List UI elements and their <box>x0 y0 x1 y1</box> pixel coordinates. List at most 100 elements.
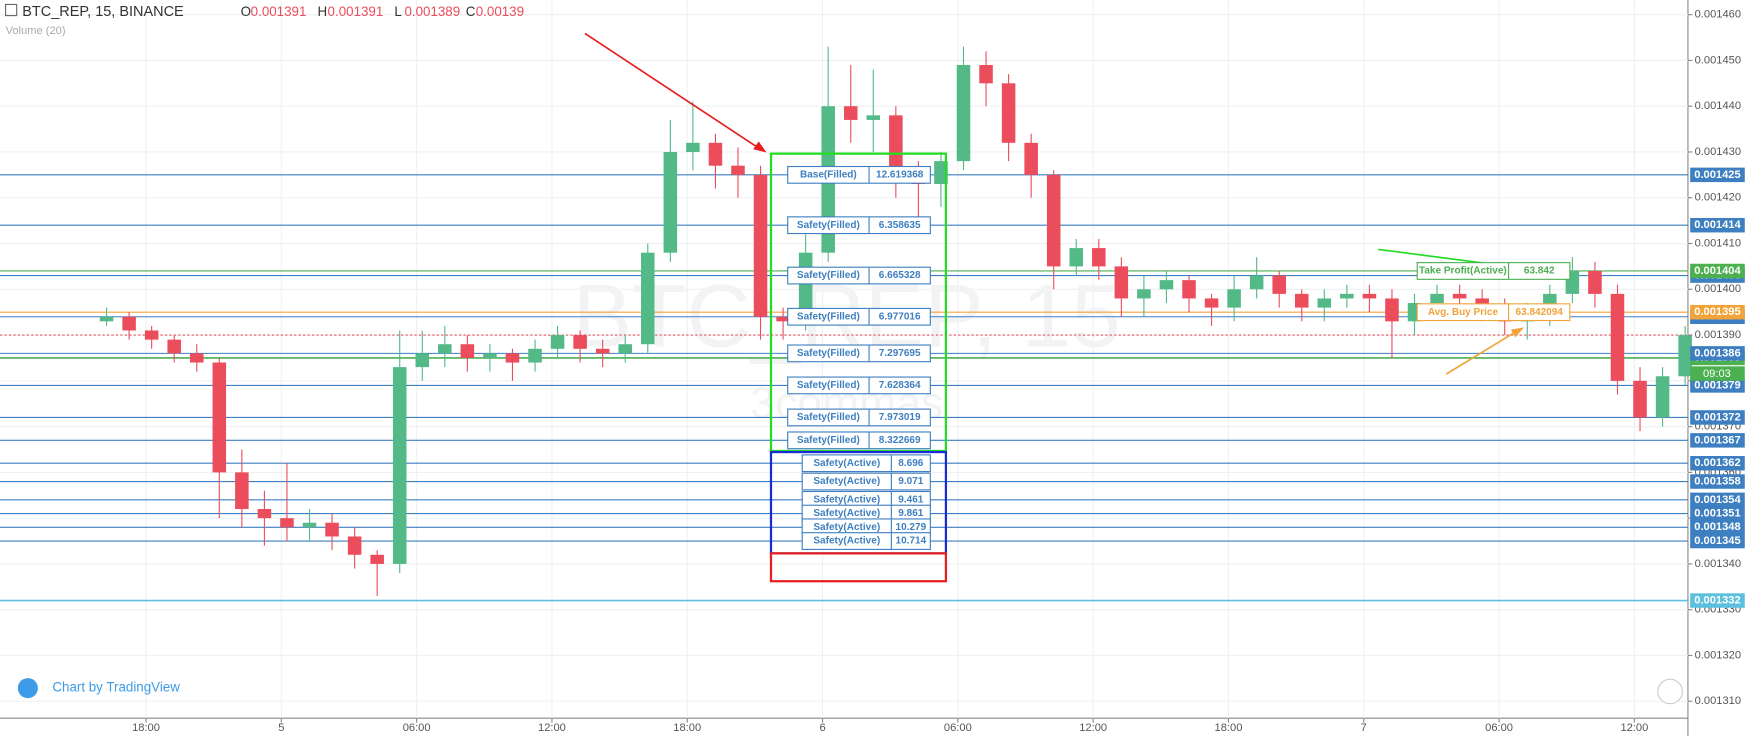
order-box-frame[interactable] <box>787 165 931 184</box>
price-tag-label: 0.001372 <box>1694 411 1740 423</box>
y-tick-label: 0.001370 <box>1695 421 1741 433</box>
price-tag-label: 0.001379 <box>1694 379 1740 391</box>
candle-body <box>1430 293 1444 304</box>
arrow <box>1445 329 1518 375</box>
x-tick-label: 06:00 <box>403 722 431 734</box>
order-box-frame[interactable] <box>1416 303 1571 322</box>
price-tag-label: 0.001362 <box>1694 457 1740 469</box>
candle-body <box>1294 293 1309 308</box>
tradingview-logo[interactable] <box>17 678 38 699</box>
order-box-frame[interactable] <box>787 376 931 395</box>
ohlc-key: C <box>466 4 476 19</box>
order-box: Safety(Active) 10.279 <box>801 518 931 537</box>
price-tag-label: 0.001425 <box>1694 169 1740 181</box>
candle-body <box>392 367 407 564</box>
credit[interactable]: Chart by TradingView <box>52 680 180 695</box>
candle-body <box>1159 280 1174 290</box>
order-box: Safety(Filled) 6.665328 <box>787 266 931 285</box>
order-box-frame[interactable] <box>787 431 931 450</box>
price-tag-label: 0.001332 <box>1694 594 1740 606</box>
order-label: Base(Filled) <box>800 169 857 180</box>
candle-body <box>280 518 294 528</box>
candle-body <box>99 316 114 322</box>
orders: Base(Filled) 12.619368 Safety(Filled) 6.358… <box>787 165 1571 550</box>
order-amount: 9.071 <box>898 476 924 487</box>
order-box: Base(Filled) 12.619368 <box>787 165 931 184</box>
collapse-icon[interactable] <box>5 3 18 17</box>
candle-body <box>1362 293 1377 299</box>
arrow <box>1378 248 1482 264</box>
candle-body <box>1182 280 1196 299</box>
candle-body <box>235 472 249 510</box>
candle-body <box>843 106 858 120</box>
y-tick-label: 0.001320 <box>1695 649 1741 661</box>
order-box-frame[interactable] <box>787 216 931 235</box>
x-tick-label: 06:00 <box>1485 722 1513 734</box>
order-box-frame[interactable] <box>1416 262 1571 280</box>
candle-body <box>866 115 881 120</box>
candle-body <box>979 64 993 84</box>
candle-body <box>686 142 700 152</box>
candle-body <box>1001 83 1016 143</box>
candle-body <box>415 353 430 368</box>
candles <box>99 46 1692 596</box>
x-tick-label: 7 <box>1361 722 1367 734</box>
order-box-frame[interactable] <box>787 266 931 285</box>
price-tag-label: 0.001354 <box>1694 494 1741 506</box>
order-amount: 9.461 <box>898 494 924 505</box>
order-label: Safety(Active) <box>813 522 880 533</box>
price-tag-label: 0.001348 <box>1694 521 1740 533</box>
candle-body <box>889 115 903 175</box>
candle-body <box>505 353 520 363</box>
x-tick-label: 5 <box>278 722 284 734</box>
countdown: 09:03 <box>1703 368 1731 380</box>
price-tag <box>1690 378 1745 393</box>
order-label: Safety(Filled) <box>797 412 860 423</box>
order-amount: 6.358635 <box>879 220 921 231</box>
candle-body <box>1137 289 1151 299</box>
x-tick-label: 12:00 <box>538 722 566 734</box>
order-label: Take Profit(Active) <box>1419 266 1507 277</box>
candle-body <box>708 142 723 166</box>
order-box-frame[interactable] <box>787 307 931 326</box>
y-tick-label: 0.001340 <box>1695 558 1741 570</box>
candle-body <box>956 64 971 162</box>
candle-body <box>144 330 159 340</box>
order-box-frame[interactable] <box>787 344 931 363</box>
y-tick-label: 0.001430 <box>1695 146 1741 158</box>
chart-title: BTC_REP, 15, BINANCE <box>22 4 184 20</box>
price-tag-label: 0.001351 <box>1694 508 1740 520</box>
order-box-frame[interactable] <box>801 472 931 491</box>
order-box-frame[interactable] <box>787 408 931 427</box>
order-box: Avg. Buy Price 63.842094 <box>1416 303 1571 322</box>
order-amount: 8.696 <box>898 458 924 469</box>
indicator-label: Volume (20) <box>6 25 66 37</box>
arrow-head <box>1510 327 1525 338</box>
candle-body <box>325 522 339 537</box>
order-amount: 6.665328 <box>879 270 921 281</box>
order-label: Safety(Active) <box>813 508 880 519</box>
price-tag <box>1690 304 1745 320</box>
order-amount: 10.279 <box>895 522 926 533</box>
y-tick-label: 0.001390 <box>1695 329 1741 341</box>
candle-body <box>663 151 678 253</box>
candle-body <box>1114 266 1129 299</box>
scroll-button[interactable] <box>1657 678 1683 705</box>
candle-body <box>934 161 948 185</box>
order-box-frame[interactable] <box>801 454 931 473</box>
price-tag <box>1690 474 1745 489</box>
candle-body <box>1317 298 1332 308</box>
candle-body <box>641 252 655 345</box>
candle-body <box>1678 335 1692 377</box>
order-amount: 7.628364 <box>879 380 921 391</box>
candle-body <box>370 554 384 564</box>
x-tick-label: 12:00 <box>1079 722 1107 734</box>
candle-body <box>1610 293 1625 381</box>
order-amount: 7.297695 <box>879 348 921 359</box>
price-tag-label: 0.001345 <box>1694 535 1740 547</box>
ohlc-key: O <box>241 4 251 19</box>
price-tag-label: 0.001414 <box>1694 219 1741 231</box>
candle-body <box>618 344 632 354</box>
candle-body <box>1069 248 1084 267</box>
order-box-frame[interactable] <box>801 532 931 550</box>
